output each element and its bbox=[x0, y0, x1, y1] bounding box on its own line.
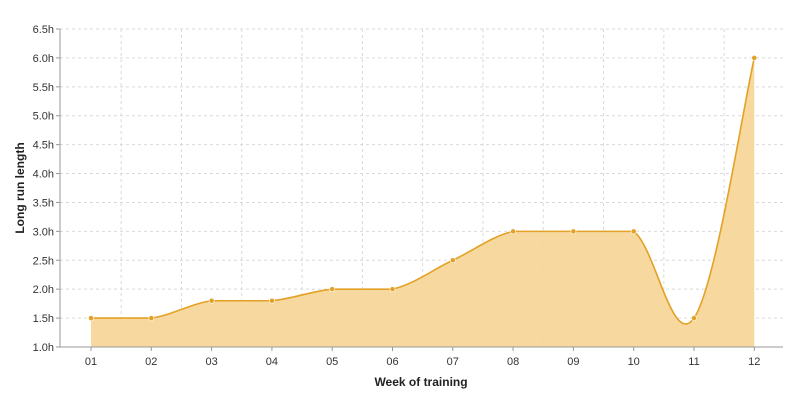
x-tick-label: 12 bbox=[748, 356, 760, 368]
x-tick-label: 01 bbox=[85, 356, 97, 368]
y-tick-label: 3.5h bbox=[33, 197, 54, 209]
y-tick-label: 1.0h bbox=[33, 342, 54, 354]
y-tick-label: 5.5h bbox=[33, 82, 54, 94]
data-points bbox=[88, 55, 758, 321]
data-point bbox=[148, 315, 155, 321]
x-tick-label: 02 bbox=[145, 356, 157, 368]
y-tick-label: 4.5h bbox=[33, 140, 54, 152]
y-tick-label: 2.5h bbox=[33, 255, 54, 267]
x-tick-label: 04 bbox=[266, 356, 278, 368]
data-point bbox=[751, 55, 758, 61]
x-tick-label: 10 bbox=[628, 356, 640, 368]
x-tick-label: 09 bbox=[567, 356, 579, 368]
axes bbox=[59, 29, 783, 348]
y-axis-ticks: 1.0h 1.5h 2.0h 2.5h 3.0h 3.5h 4.0h 4.5h 5.0h 5.5h… bbox=[33, 24, 60, 354]
x-tick-label: 05 bbox=[326, 356, 338, 368]
y-tick-label: 4.0h bbox=[33, 169, 54, 181]
y-tick-label: 6.5h bbox=[33, 24, 54, 36]
data-point bbox=[389, 286, 396, 293]
data-point bbox=[570, 228, 577, 235]
data-point bbox=[510, 228, 516, 235]
x-tick-label: 08 bbox=[507, 356, 519, 368]
y-tick-label: 2.0h bbox=[33, 284, 54, 296]
x-axis-ticks: 01 02 03 04 05 06 07 08 09 10 11 12 bbox=[85, 347, 760, 368]
data-point bbox=[449, 257, 456, 264]
data-point bbox=[88, 315, 94, 321]
y-tick-label: 5.0h bbox=[33, 111, 54, 123]
x-tick-label: 07 bbox=[447, 356, 459, 368]
y-axis-title: Long run length bbox=[13, 142, 27, 233]
data-point bbox=[630, 228, 637, 235]
y-tick-label: 6.0h bbox=[33, 53, 54, 65]
data-point bbox=[691, 315, 697, 321]
x-tick-label: 06 bbox=[386, 356, 398, 368]
data-point bbox=[329, 286, 336, 293]
y-tick-label: 3.0h bbox=[33, 226, 54, 238]
x-axis-title: Week of training bbox=[374, 375, 467, 389]
area-fill bbox=[91, 57, 755, 348]
x-tick-label: 03 bbox=[205, 356, 217, 368]
data-point bbox=[268, 297, 275, 304]
data-point bbox=[208, 297, 215, 304]
x-tick-label: 11 bbox=[688, 356, 699, 368]
y-tick-label: 1.5h bbox=[33, 313, 54, 325]
